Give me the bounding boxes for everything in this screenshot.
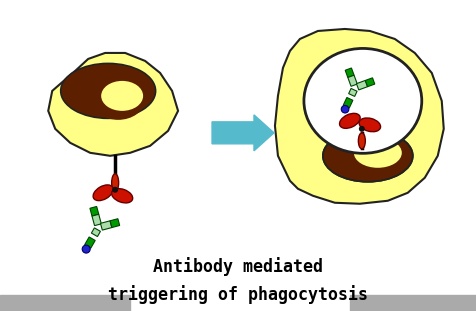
Ellipse shape xyxy=(340,105,348,113)
Ellipse shape xyxy=(93,185,113,201)
Ellipse shape xyxy=(339,113,359,128)
Ellipse shape xyxy=(112,187,118,193)
Polygon shape xyxy=(347,75,357,86)
Ellipse shape xyxy=(357,133,365,149)
Polygon shape xyxy=(89,207,99,216)
Bar xyxy=(0,295,130,311)
Ellipse shape xyxy=(358,126,364,132)
Ellipse shape xyxy=(60,63,155,118)
Ellipse shape xyxy=(111,174,119,192)
Ellipse shape xyxy=(92,82,144,120)
Polygon shape xyxy=(84,237,95,248)
Ellipse shape xyxy=(303,49,421,153)
Ellipse shape xyxy=(111,188,132,203)
Polygon shape xyxy=(356,81,367,90)
Polygon shape xyxy=(365,78,374,87)
Polygon shape xyxy=(92,214,101,226)
Polygon shape xyxy=(274,29,443,204)
Text: Antibody mediated
triggering of phagocytosis: Antibody mediated triggering of phagocyt… xyxy=(108,257,367,304)
Polygon shape xyxy=(48,53,178,156)
Polygon shape xyxy=(348,88,357,96)
Polygon shape xyxy=(345,68,353,77)
Polygon shape xyxy=(100,221,111,230)
Ellipse shape xyxy=(82,245,90,253)
Polygon shape xyxy=(110,219,119,228)
FancyArrow shape xyxy=(212,115,273,151)
Ellipse shape xyxy=(101,81,143,111)
Ellipse shape xyxy=(358,118,380,132)
Bar xyxy=(349,295,476,311)
Ellipse shape xyxy=(353,138,401,168)
Polygon shape xyxy=(343,97,352,108)
Polygon shape xyxy=(91,228,100,237)
Ellipse shape xyxy=(322,130,412,182)
